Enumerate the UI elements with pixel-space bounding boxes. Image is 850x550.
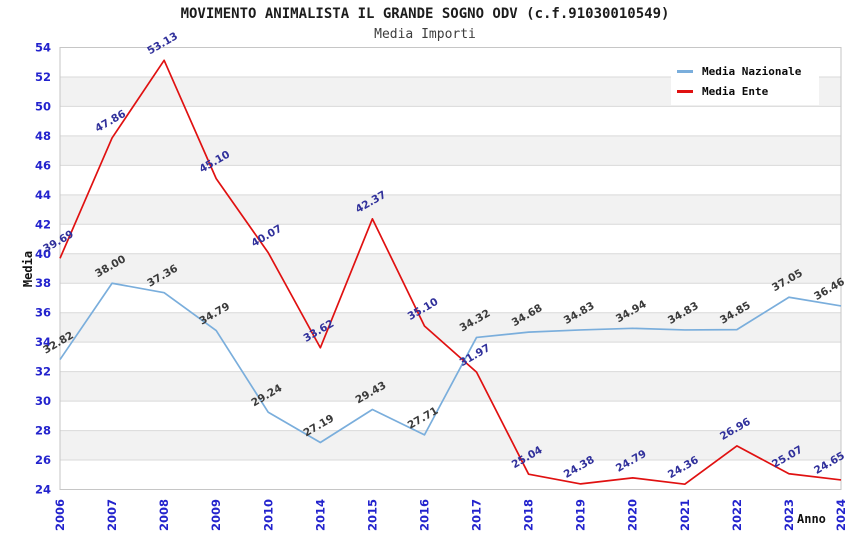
plot-band: [60, 253, 841, 284]
x-tick-label: 2023: [782, 499, 796, 531]
legend-item-media-nazionale: Media Nazionale: [677, 61, 819, 81]
legend-swatch-ente: [677, 89, 693, 93]
y-tick-label: 44: [35, 188, 51, 202]
x-tick-label: 2019: [574, 499, 588, 531]
y-tick-label: 50: [35, 99, 51, 113]
y-tick-label: 34: [35, 335, 51, 349]
series-line-media-ente: [59, 59, 842, 486]
x-tick-label: 2018: [522, 499, 536, 531]
plot-band: [60, 430, 841, 461]
x-tick-label: 2009: [209, 499, 223, 531]
y-tick-label: 38: [35, 276, 51, 290]
y-tick-label: 40: [35, 247, 51, 261]
data-label: 39.69: [41, 228, 76, 255]
data-label: 40.07: [249, 223, 284, 250]
y-tick-label: 32: [35, 365, 51, 379]
legend-swatch-nazionale: [677, 69, 693, 73]
legend-item-media-ente: Media Ente: [677, 81, 819, 101]
plot-band: [60, 194, 841, 225]
chart-subtitle: Media Importi: [374, 27, 476, 42]
x-tick-label: 2024: [834, 499, 848, 531]
x-tick-label: 2007: [105, 499, 119, 531]
x-tick-label: 2010: [261, 499, 275, 531]
y-tick-label: 26: [35, 453, 51, 467]
x-tick-label: 2015: [365, 499, 379, 531]
x-tick-label: 2006: [53, 499, 67, 531]
x-tick-label: 2021: [678, 499, 692, 531]
y-tick-label: 54: [35, 41, 51, 55]
y-tick-label: 28: [35, 424, 51, 438]
plot-border: [59, 47, 842, 490]
y-tick-label: 36: [35, 306, 51, 320]
x-tick-label: 2008: [157, 499, 171, 531]
plot-band: [60, 312, 841, 343]
y-tick-label: 42: [35, 217, 51, 231]
data-label: 53.13: [145, 30, 180, 57]
x-tick-label: 2020: [626, 499, 640, 531]
y-axis-title: Media: [21, 250, 35, 288]
y-tick-label: 48: [35, 129, 51, 143]
y-tick-label: 30: [35, 394, 51, 408]
y-tick-label: 46: [35, 158, 51, 172]
x-axis-title: Anno: [797, 512, 826, 526]
x-tick-label: 2014: [313, 499, 327, 531]
data-label: 31.97: [458, 342, 493, 369]
series-line-media-nazionale: [59, 282, 842, 444]
x-tick-label: 2016: [417, 499, 431, 531]
x-tick-label: 2022: [730, 499, 744, 531]
legend: Media Nazionale Media Ente: [671, 57, 819, 105]
x-tick-label: 2017: [470, 499, 484, 531]
y-tick-label: 24: [35, 483, 51, 497]
legend-label-ente: Media Ente: [702, 84, 769, 98]
data-label: 27.71: [406, 405, 441, 432]
chart-title: MOVIMENTO ANIMALISTA IL GRANDE SOGNO ODV…: [180, 6, 670, 22]
legend-label-nazionale: Media Nazionale: [702, 64, 802, 78]
plot-band: [60, 135, 841, 166]
y-tick-label: 52: [35, 70, 51, 84]
